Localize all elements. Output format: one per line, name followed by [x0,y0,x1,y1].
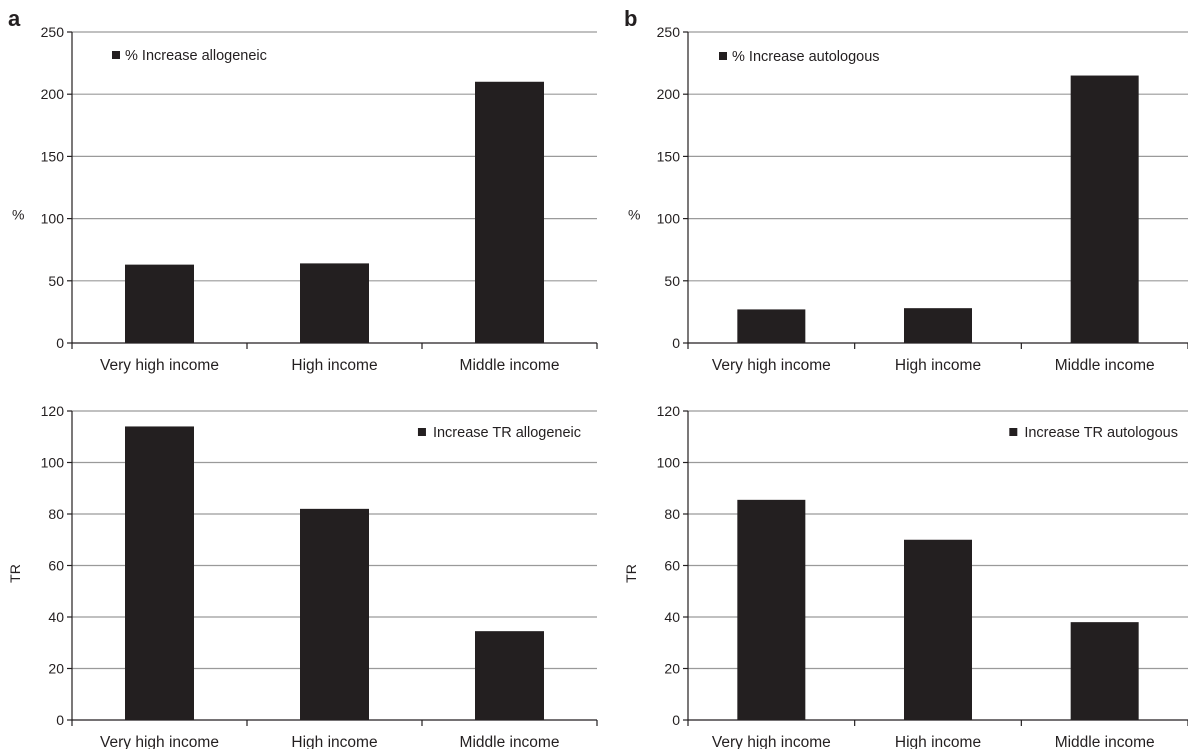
y-tick-label: 150 [657,148,681,164]
bar-middle-income [475,81,544,343]
legend-swatch [112,51,120,59]
legend-swatch [417,428,426,436]
legend: Increase TR autologous [1009,425,1178,441]
legend-label: % Increase allogeneic [125,48,267,64]
x-tick-label: Very high income [712,357,831,374]
y-axis-label: TR [623,564,639,583]
y-tick-label: 40 [664,609,680,625]
legend: Increase TR allogeneic [417,425,581,441]
y-tick-label: 80 [48,506,64,522]
bar-high-income [300,263,369,343]
x-tick-label: High income [291,357,377,374]
bar-middle-income [1070,75,1139,343]
y-tick-label: 0 [56,335,64,351]
x-tick-label: High income [291,734,377,749]
bar-very-high-income [737,499,806,720]
x-tick-label: Middle income [460,357,560,374]
bar-high-income [300,508,369,720]
y-tick-label: 0 [56,712,64,728]
bar-high-income [904,308,972,343]
x-tick-label: Very high income [100,734,219,749]
y-tick-label: 250 [41,24,65,40]
bar-very-high-income [125,264,194,343]
chart-a-top: 0 50 100 150 200 250 Very high income High inco… [12,24,598,374]
legend: % Increase autologous [719,49,880,65]
legend-label: Increase TR allogeneic [433,425,581,441]
y-tick-label: 20 [664,661,680,677]
y-tick-label: 0 [672,712,680,728]
bar-middle-income [1070,622,1139,720]
bar-very-high-income [737,309,806,343]
legend-label: Increase TR autologous [1024,425,1178,441]
y-tick-label: 120 [41,403,65,419]
y-tick-label: 50 [48,273,64,289]
x-tick-label: Middle income [460,734,560,749]
x-tick-label: Middle income [1055,734,1155,749]
y-tick-label: 200 [41,86,65,102]
y-axis-label: TR [7,564,23,583]
y-tick-label: 40 [48,609,64,625]
y-tick-label: 100 [657,211,681,227]
legend: % Increase allogeneic [112,48,267,64]
y-tick-label: 80 [664,506,680,522]
bar-middle-income [475,631,544,720]
y-tick-label: 100 [41,455,65,471]
x-tick-label: High income [895,357,981,374]
bar-high-income [904,539,972,720]
y-tick-label: 120 [657,403,681,419]
y-axis-label: % [628,207,640,223]
y-tick-label: 100 [41,211,65,227]
y-tick-label: 250 [657,24,681,40]
y-tick-label: 200 [657,86,681,102]
y-axis-label: % [12,207,24,223]
x-tick-label: Middle income [1055,357,1155,374]
legend-label: % Increase autologous [732,49,880,65]
legend-swatch [1009,428,1018,436]
chart-b-bottom: 0 20 40 60 80 100 120 Very high income High inco… [623,403,1188,749]
y-tick-label: 0 [672,335,680,351]
x-tick-label: Very high income [712,734,831,749]
y-tick-label: 50 [664,273,680,289]
y-tick-label: 150 [41,148,65,164]
x-tick-label: Very high income [100,357,219,374]
panel-label-a: a [8,6,21,31]
chart-a-bottom: 0 20 40 60 80 100 120 Very high income High inco… [7,403,598,749]
y-tick-label: 100 [657,455,681,471]
y-tick-label: 60 [48,558,64,574]
chart-b-top: 0 50 100 150 200 250 Very high income High inco… [628,24,1188,374]
y-tick-label: 20 [48,661,64,677]
x-tick-label: High income [895,734,981,749]
y-tick-label: 60 [664,558,680,574]
panel-label-b: b [624,6,638,31]
legend-swatch [719,52,727,60]
bar-very-high-income [125,426,194,720]
